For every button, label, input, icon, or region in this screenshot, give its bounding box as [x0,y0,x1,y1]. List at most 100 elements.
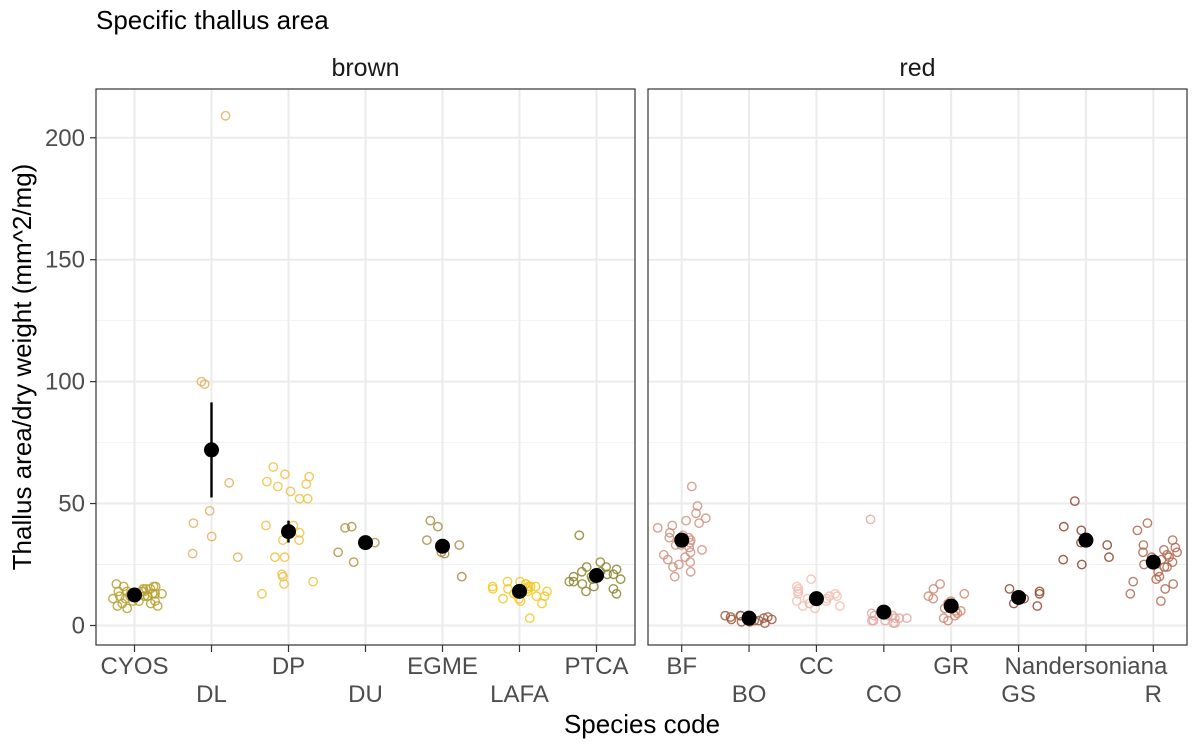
data-point [664,527,675,538]
x-tick-label: CYOS [100,653,168,680]
data-point [668,562,678,572]
mean-point [943,598,959,614]
data-point [1154,571,1165,582]
x-tick-label: PTCA [564,653,628,680]
data-point [432,521,443,532]
data-point [923,591,934,602]
data-point [188,518,199,528]
x-axis-label: Species code [564,709,720,739]
data-point [157,588,167,599]
data-point [456,571,467,582]
data-point [542,586,552,597]
panel-frame [647,88,1188,646]
data-point [928,584,939,594]
data-point [576,566,587,577]
data-point [574,530,585,541]
data-point [1151,574,1162,585]
data-point [894,613,905,624]
data-point [1032,601,1043,611]
data-point [204,505,215,516]
data-point [806,574,816,585]
data-point [148,581,159,592]
data-point [279,579,289,589]
mean-point [435,538,450,554]
data-point [1168,579,1179,589]
data-point [697,545,707,555]
data-point [280,469,290,480]
chart-title: Specific thallus area [96,5,329,35]
data-point [1160,584,1171,594]
data-point [792,581,802,592]
data-point [692,501,703,511]
data-point [108,593,118,604]
mean-point [512,583,527,599]
mean-point [281,524,296,540]
data-point [662,554,673,565]
data-point [1058,521,1069,532]
data-point [152,601,163,611]
data-point [301,479,312,489]
data-point [150,596,161,606]
mean-point [808,591,824,607]
x-tick-label: GR [933,653,969,680]
data-point [199,379,210,389]
facet-label: red [899,54,935,82]
data-point [537,598,547,609]
data-point [308,576,318,587]
data-point [1034,588,1045,599]
data-point [720,610,731,621]
data-point [1104,552,1114,563]
data-point [340,523,350,533]
data-point [1170,542,1181,553]
data-point [959,588,970,599]
data-point [272,481,283,492]
data-point [425,515,436,526]
data-point [224,477,235,488]
data-point [680,552,690,563]
data-point [142,591,153,602]
data-point [261,476,272,487]
data-point [1125,588,1136,599]
data-point [531,591,542,602]
data-point [830,588,841,599]
mean-point [876,604,892,620]
data-point [901,613,912,624]
x-tick-label: DU [348,681,383,708]
data-point [257,588,267,599]
data-point [694,518,704,528]
y-tick-label: 200 [45,125,85,152]
data-point [608,584,619,594]
mean-point [204,442,219,458]
data-point [1102,540,1113,550]
x-tick-label: CO [866,681,902,708]
data-point [279,552,290,563]
data-point [206,531,217,542]
data-point [1172,547,1183,558]
data-point [346,521,357,532]
data-point [1138,547,1148,558]
data-point [1128,576,1139,587]
data-point [760,618,770,628]
data-point [832,591,842,602]
data-point [1159,545,1169,555]
data-point [294,535,304,545]
data-point [865,514,876,525]
data-point [1156,596,1166,606]
data-point [888,618,899,628]
data-point [294,493,305,504]
mean-point [127,587,142,603]
data-point [1162,562,1173,572]
data-point [454,540,465,550]
x-tick-label: BO [732,681,767,708]
x-tick-label: GS [1001,681,1036,708]
data-point [260,520,271,531]
data-point [502,576,513,587]
data-point [824,591,835,602]
y-tick-label: 100 [45,369,85,396]
mean-point [741,610,757,626]
data-point [669,571,680,582]
data-point [684,542,695,553]
data-point [268,462,279,472]
data-point [797,601,808,611]
data-point [524,613,535,624]
